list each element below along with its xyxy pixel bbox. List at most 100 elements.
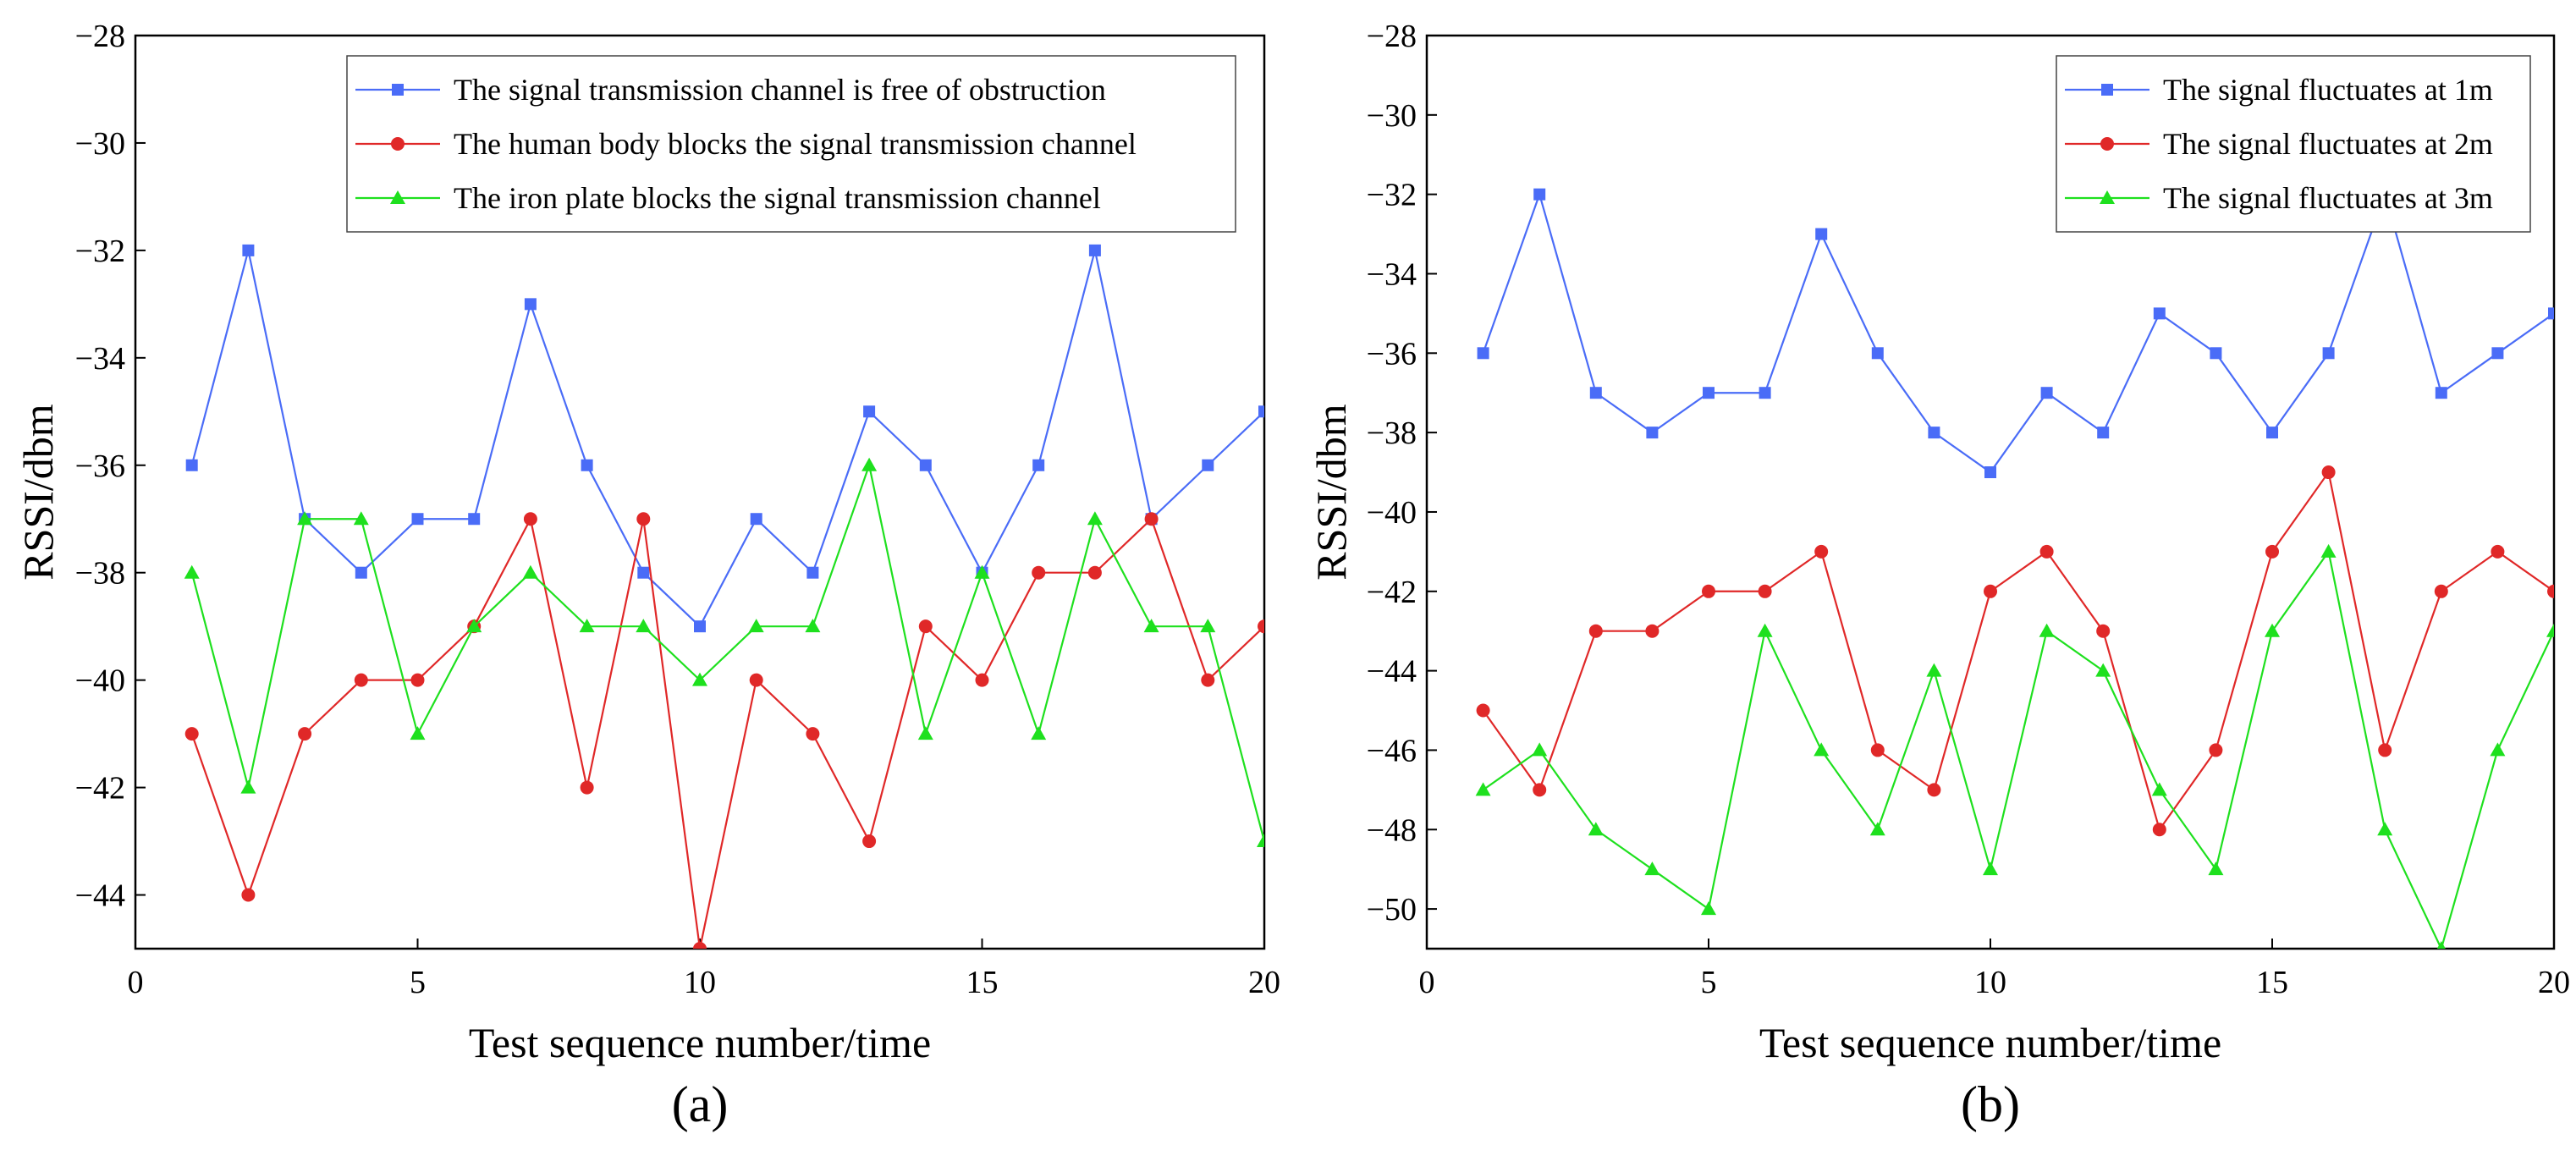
- data-point: [580, 780, 594, 795]
- data-point: [1201, 673, 1215, 687]
- data-point: [2546, 623, 2554, 637]
- legend-item: The human body blocks the signal transmi…: [355, 127, 1137, 161]
- data-point: [2096, 624, 2111, 638]
- series-line: [1482, 549, 2554, 949]
- data-point: [466, 619, 482, 633]
- data-point: [2322, 347, 2335, 360]
- data-point: [1815, 228, 1828, 240]
- data-point: [242, 244, 255, 256]
- legend-marker: [2100, 190, 2115, 204]
- data-point: [353, 511, 369, 526]
- data-point: [806, 727, 820, 741]
- data-point: [1646, 427, 1659, 439]
- data-point: [1200, 619, 1216, 633]
- data-point: [1928, 427, 1940, 439]
- y-tick-label: −30: [75, 126, 125, 162]
- data-point: [861, 457, 878, 471]
- data-point: [1257, 834, 1264, 848]
- data-point: [637, 566, 650, 579]
- data-point: [2208, 861, 2224, 876]
- data-point: [1476, 703, 1490, 718]
- data-point: [2434, 584, 2448, 598]
- data-point: [806, 566, 819, 579]
- data-point: [298, 727, 312, 741]
- data-point: [748, 619, 764, 633]
- data-point: [522, 564, 538, 579]
- data-point: [974, 564, 990, 579]
- data-point: [918, 619, 933, 634]
- data-point: [2097, 427, 2110, 439]
- y-tick-label: −40: [1367, 495, 1417, 531]
- plot-area: [184, 244, 1264, 949]
- y-tick-label: −34: [1367, 256, 1417, 292]
- data-point: [2435, 387, 2447, 399]
- legend-item: The signal fluctuates at 2m: [2065, 127, 2493, 161]
- data-point: [523, 512, 537, 526]
- data-point: [1758, 584, 1772, 598]
- legend-item: The signal transmission channel is free …: [355, 73, 1106, 107]
- data-point: [524, 298, 537, 311]
- series-line: [1482, 470, 2554, 832]
- legend-label: The human body blocks the signal transmi…: [454, 127, 1137, 161]
- data-point: [694, 620, 706, 633]
- data-point: [2491, 544, 2505, 559]
- data-point: [581, 459, 593, 471]
- data-point: [1926, 663, 1942, 677]
- series-line: [190, 461, 1264, 842]
- series-2: [1475, 543, 2554, 949]
- legend-item: The signal fluctuates at 3m: [2065, 181, 2493, 215]
- data-point: [410, 673, 425, 687]
- legend: The signal transmission channel is free …: [346, 55, 1236, 233]
- data-point: [750, 513, 762, 526]
- data-point: [2039, 544, 2054, 559]
- series-line: [190, 516, 1264, 949]
- data-point: [1814, 742, 1830, 757]
- data-point: [1533, 783, 1547, 797]
- data-point: [184, 727, 199, 741]
- data-point: [2436, 941, 2446, 949]
- data-point: [1087, 511, 1103, 526]
- data-point: [1202, 459, 1214, 471]
- series-1: [184, 512, 1264, 949]
- y-tick-label: −28: [75, 19, 125, 54]
- data-point: [1588, 624, 1603, 638]
- data-point: [1701, 901, 1716, 916]
- data-point: [2153, 307, 2166, 320]
- data-point: [2321, 465, 2336, 480]
- x-tick-label: 20: [2538, 965, 2570, 1000]
- data-point: [2209, 743, 2223, 757]
- data-point: [1032, 459, 1045, 471]
- y-tick-label: −44: [75, 878, 125, 914]
- legend-marker: [2101, 84, 2113, 96]
- legend-label: The signal transmission channel is free …: [454, 73, 1106, 107]
- data-point: [1984, 584, 1997, 598]
- data-point: [2265, 623, 2280, 637]
- data-point: [1032, 565, 1046, 580]
- data-point: [355, 566, 367, 579]
- data-point: [917, 726, 933, 740]
- y-tick-label: −36: [1367, 336, 1417, 372]
- y-tick-label: −48: [1367, 812, 1417, 848]
- y-tick-label: −36: [75, 449, 125, 484]
- legend-marker: [2100, 137, 2114, 151]
- y-tick-label: −42: [75, 771, 125, 806]
- data-point: [1759, 387, 1771, 399]
- legend-label: The signal fluctuates at 3m: [2163, 181, 2493, 215]
- y-tick-label: −30: [1367, 98, 1417, 134]
- data-point: [1477, 347, 1489, 360]
- data-point: [240, 779, 256, 794]
- x-axis-label: Test sequence number/time: [469, 1019, 931, 1066]
- data-point: [2320, 543, 2337, 558]
- x-tick-label: 15: [966, 965, 999, 1000]
- x-axis-label: Test sequence number/time: [1759, 1019, 2221, 1066]
- data-point: [185, 459, 198, 471]
- plot-area: [1475, 188, 2554, 949]
- data-point: [1870, 743, 1885, 757]
- data-point: [1757, 623, 1773, 637]
- data-point: [919, 459, 932, 471]
- data-point: [1927, 783, 1941, 797]
- data-point: [805, 619, 821, 633]
- x-tick-label: 5: [410, 965, 426, 1000]
- data-point: [1588, 822, 1604, 836]
- data-point: [2039, 623, 2055, 637]
